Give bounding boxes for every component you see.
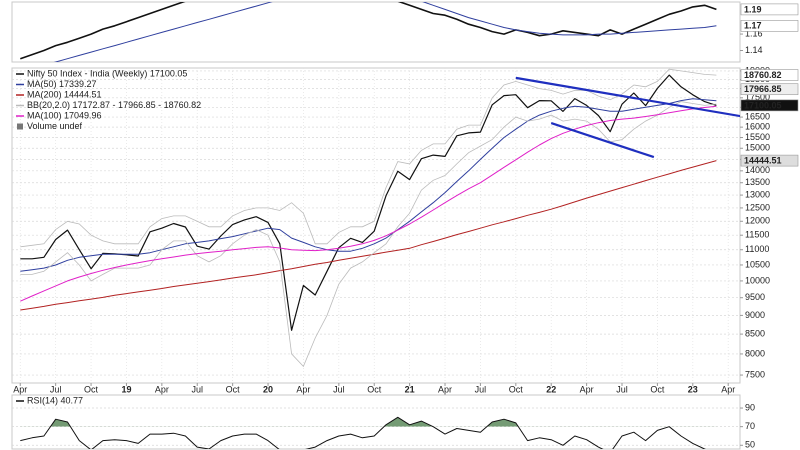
y-tick-label: 11500 [745, 230, 769, 240]
legend-label: MA(50) 17339.27 [27, 79, 97, 89]
last-value-box [740, 20, 799, 32]
plot-area [20, 68, 740, 368]
x-tick-label: Oct [650, 384, 665, 394]
x-tick-label: Oct [367, 384, 382, 394]
y-tick-label: 1.16 [745, 28, 763, 38]
x-tick-label: Apr [296, 384, 310, 394]
band-upper [20, 68, 717, 248]
x-tick-label: Jul [475, 384, 487, 394]
legend-label: Volume undef [27, 121, 83, 131]
x-tick-label: Apr [438, 384, 452, 394]
y-tick-label: 15500 [745, 132, 770, 142]
y-tick-label: 13000 [745, 189, 770, 199]
last-value-box [740, 83, 799, 96]
y-tick-label: 9500 [745, 292, 765, 302]
x-tick-label: Jul [333, 384, 345, 394]
plot-area [20, 2, 717, 62]
x-tick-label: 19 [121, 384, 131, 394]
panel-frame [11, 394, 741, 450]
x-tick-label: Apr [155, 384, 169, 394]
trendline [515, 76, 740, 118]
legend-swatch [17, 123, 23, 130]
last-value-label: 18760.82 [744, 70, 782, 80]
y-tick-label: 16500 [745, 111, 770, 121]
last-value-box [740, 3, 799, 16]
legend-label: RSI(14) 40.77 [27, 395, 83, 405]
x-tick-label: Apr [580, 384, 594, 394]
y-tick-label: 11000 [745, 244, 769, 254]
y-tick-label: 14000 [745, 165, 770, 175]
x-tick-label: 20 [263, 384, 273, 394]
y-tick-label: 8500 [745, 328, 765, 338]
series-line [20, 74, 717, 331]
x-tick-label: Apr [721, 384, 735, 394]
band-lower [20, 101, 717, 368]
x-tick-label: 22 [546, 384, 556, 394]
trendline [550, 122, 655, 159]
y-tick-label: 70 [745, 421, 755, 431]
y-tick-label: 8000 [745, 348, 765, 358]
x-tick-label: Oct [84, 384, 99, 394]
y-tick-label: 12000 [745, 216, 770, 226]
x-tick-label: 21 [405, 384, 415, 394]
y-tick-label: 13500 [745, 177, 770, 187]
series-line [20, 160, 717, 311]
x-tick-label: Oct [226, 384, 241, 394]
panel-frame [11, 1, 741, 63]
series-line [53, 2, 717, 62]
y-tick-label: 12500 [745, 202, 770, 212]
x-tick-label: 23 [688, 384, 698, 394]
y-tick-label: 17500 [745, 92, 770, 102]
panel-frame [11, 67, 741, 384]
last-value-box [740, 99, 799, 112]
series-line [20, 416, 706, 449]
plot-area [20, 416, 717, 449]
last-value-label: 14444.51 [744, 155, 782, 165]
x-tick-label: Jul [191, 384, 203, 394]
y-tick-label: 9000 [745, 310, 765, 320]
series-line [20, 105, 717, 302]
last-value-label: 17100.05 [744, 100, 782, 110]
y-tick-label: 10000 [745, 275, 770, 285]
last-value-label: 1.19 [744, 4, 762, 14]
y-tick-label: 7500 [745, 369, 765, 379]
last-value-label: 17966.85 [744, 84, 782, 94]
y-tick-label: 15000 [745, 143, 770, 153]
y-tick-label: 10500 [745, 259, 770, 269]
legend-label: MA(200) 14444.51 [27, 89, 102, 99]
last-value-box [740, 69, 799, 81]
last-value-box [740, 154, 799, 167]
legend-label: MA(100) 17049.96 [27, 110, 102, 120]
last-value-label: 1.17 [744, 21, 762, 31]
x-tick-label: Oct [509, 384, 524, 394]
series-line [20, 2, 717, 60]
x-tick-label: Jul [616, 384, 628, 394]
series-line [20, 98, 717, 272]
x-tick-label: Apr [13, 384, 27, 394]
y-tick-label: 50 [745, 440, 755, 450]
y-tick-label: 1.14 [745, 45, 763, 55]
x-tick-label: Jul [50, 384, 62, 394]
legend-label: BB(20,2.0) 17172.87 - 17966.85 - 18760.8… [27, 100, 201, 110]
y-tick-label: 90 [745, 402, 755, 412]
legend-label: Nifty 50 Index - India (Weekly) 17100.05 [27, 68, 187, 78]
y-tick-label: 16000 [745, 122, 770, 132]
